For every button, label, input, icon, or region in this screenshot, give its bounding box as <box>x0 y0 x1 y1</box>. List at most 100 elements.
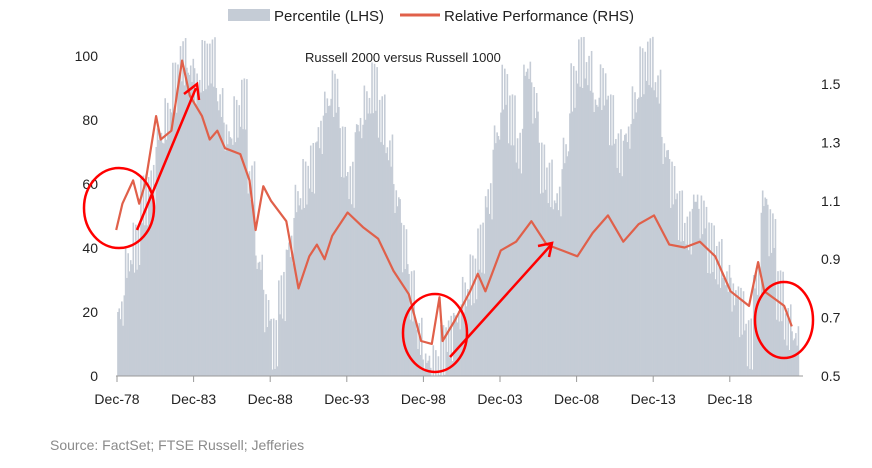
percentile-bar <box>295 212 298 376</box>
y-left-tick-label: 20 <box>82 304 98 320</box>
y-left-tick-label: 80 <box>82 112 98 128</box>
percentile-bar <box>235 99 238 376</box>
percentile-bar <box>576 83 579 377</box>
percentile-bar <box>205 89 207 376</box>
percentile-bar <box>714 279 717 376</box>
percentile-bar <box>119 319 122 376</box>
percentile-bar <box>278 280 280 376</box>
percentile-bar <box>565 144 567 376</box>
percentile-bar <box>285 249 288 376</box>
percentile-bar <box>745 323 747 376</box>
percentile-bar <box>680 241 682 376</box>
percentile-bar <box>160 132 163 376</box>
y-left-tick-label: 100 <box>75 48 99 64</box>
percentile-bar <box>238 105 241 376</box>
percentile-bar <box>544 189 547 376</box>
percentile-bar <box>512 145 515 376</box>
percentile-bars <box>117 36 800 377</box>
percentile-bar <box>281 318 284 376</box>
x-tick-label: Dec-88 <box>248 391 293 407</box>
percentile-bar <box>209 43 211 376</box>
annotation-arrow-2 <box>449 244 552 358</box>
percentile-bar <box>218 110 220 377</box>
percentile-bar <box>232 144 234 376</box>
percentile-bar <box>691 208 694 376</box>
percentile-bar <box>405 229 408 376</box>
percentile-bar <box>253 161 256 376</box>
percentile-bar <box>239 126 242 376</box>
percentile-bar <box>338 106 340 376</box>
percentile-bar <box>781 321 783 376</box>
percentile-bar <box>481 272 483 376</box>
percentile-bar <box>585 62 588 377</box>
percentile-bar <box>789 304 792 376</box>
percentile-bar <box>184 38 187 376</box>
percentile-bar <box>368 97 371 376</box>
percentile-bar <box>135 224 137 376</box>
percentile-bar <box>661 136 663 376</box>
percentile-bar <box>382 144 385 376</box>
percentile-bar <box>312 142 315 376</box>
percentile-bar <box>309 145 312 376</box>
percentile-bar <box>230 138 233 376</box>
percentile-bar <box>247 193 249 376</box>
percentile-bar <box>593 112 595 377</box>
percentile-bar <box>352 161 354 376</box>
percentile-bar <box>624 134 626 376</box>
percentile-bar <box>267 300 270 376</box>
percentile-bar <box>643 94 645 376</box>
percentile-bar <box>646 41 649 376</box>
percentile-bar <box>788 350 791 376</box>
percentile-bar <box>686 216 689 376</box>
percentile-bar <box>791 331 793 376</box>
percentile-bar <box>174 62 177 376</box>
percentile-bar <box>120 301 123 376</box>
percentile-bar <box>299 198 302 376</box>
percentile-bar <box>132 222 135 376</box>
y-right-tick-label: 1.3 <box>821 134 841 150</box>
percentile-bar <box>627 126 630 377</box>
y-left-tick-label: 0 <box>90 368 98 384</box>
percentile-bar <box>395 190 398 376</box>
percentile-bar <box>124 247 127 376</box>
percentile-bar <box>470 305 473 376</box>
percentile-bar <box>292 263 294 376</box>
percentile-bar <box>339 128 341 376</box>
percentile-bar <box>764 197 767 376</box>
percentile-bar <box>717 284 719 376</box>
percentile-bar <box>367 113 369 376</box>
percentile-bar <box>375 110 377 376</box>
percentile-bar <box>653 90 655 376</box>
percentile-bar <box>503 68 506 376</box>
percentile-bar <box>142 175 145 376</box>
percentile-bar <box>361 138 363 376</box>
percentile-bar <box>387 160 390 376</box>
percentile-bar <box>348 199 350 376</box>
percentile-bar <box>505 104 507 377</box>
y-left-tick-label: 40 <box>82 240 98 256</box>
percentile-bar <box>266 327 269 376</box>
percentile-bar <box>652 36 654 376</box>
percentile-bar <box>166 102 169 376</box>
percentile-bar <box>694 201 696 376</box>
percentile-bar <box>332 116 335 376</box>
annotation-arrow-1 <box>135 87 198 231</box>
percentile-bar <box>390 166 392 376</box>
x-tick-label: Dec-03 <box>477 391 522 407</box>
source-note: Source: FactSet; FTSE Russell; Jefferies <box>50 437 305 453</box>
percentile-bar <box>241 79 243 377</box>
percentile-bar <box>357 125 359 376</box>
percentile-bar <box>293 217 295 376</box>
percentile-bar <box>755 268 758 376</box>
percentile-bar <box>212 86 215 376</box>
percentile-bar <box>195 105 197 376</box>
percentile-bar <box>703 200 705 376</box>
percentile-bar <box>207 85 210 377</box>
percentile-bar <box>777 271 779 376</box>
percentile-bar <box>676 193 678 376</box>
percentile-bar <box>689 211 691 376</box>
percentile-bar <box>607 95 610 377</box>
percentile-bar <box>507 143 510 376</box>
percentile-bar <box>787 308 790 376</box>
